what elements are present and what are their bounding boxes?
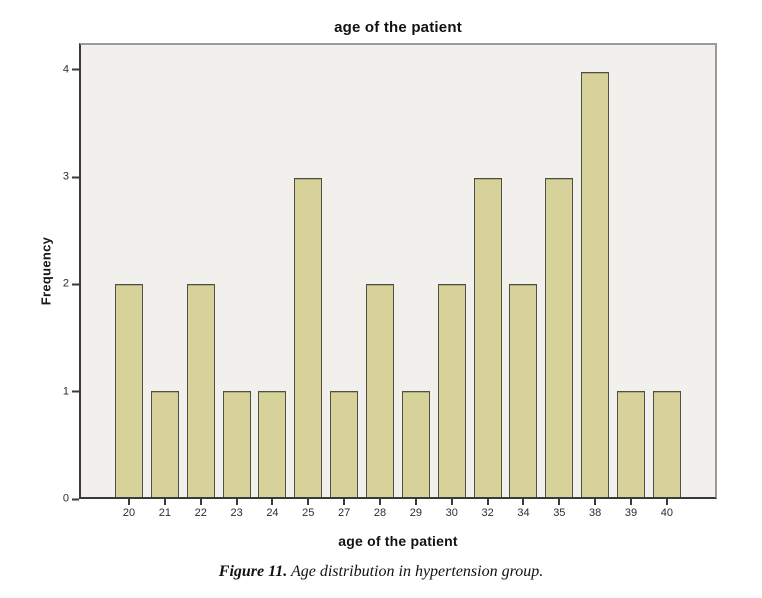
x-tick-mark xyxy=(379,499,382,505)
caption-label: Figure 11. xyxy=(218,563,288,580)
y-tick-label: 4 xyxy=(62,63,69,76)
bar-34 xyxy=(509,284,538,497)
y-tick-label: 1 xyxy=(62,385,69,398)
bar-35 xyxy=(545,177,574,497)
x-tick-mark xyxy=(307,499,310,505)
bar-28 xyxy=(366,284,395,497)
bar-30 xyxy=(437,284,466,497)
x-tick-label: 40 xyxy=(660,507,674,519)
x-tick-label: 35 xyxy=(553,507,566,519)
x-tick-22: 22 xyxy=(187,499,215,519)
x-tick-mark xyxy=(665,499,668,505)
x-tick-label: 32 xyxy=(481,507,494,519)
y-tick-3: 3 xyxy=(62,170,79,183)
x-tick-label: 22 xyxy=(194,507,207,519)
y-tick-mark xyxy=(72,498,79,500)
y-tick-0: 0 xyxy=(62,492,79,505)
y-axis: 0 1 2 3 4 xyxy=(40,43,79,504)
x-tick-mark xyxy=(271,499,274,505)
bar-40 xyxy=(652,390,681,497)
x-tick-label: 39 xyxy=(624,507,638,519)
x-tick-30: 30 xyxy=(438,499,466,519)
x-tick-25: 25 xyxy=(294,499,322,519)
x-tick-23: 23 xyxy=(223,499,251,519)
x-tick-21: 21 xyxy=(151,499,179,519)
bar-32 xyxy=(473,177,502,497)
y-tick-mark xyxy=(72,283,79,286)
x-tick-40: 40 xyxy=(653,499,681,519)
x-tick-mark xyxy=(486,499,489,505)
y-tick-mark xyxy=(72,390,79,393)
y-tick-1: 1 xyxy=(63,386,79,397)
y-tick-label: 3 xyxy=(62,170,69,183)
bar-38 xyxy=(581,71,610,497)
x-tick-32: 32 xyxy=(474,499,502,519)
chart-title: age of the patient xyxy=(334,19,462,36)
x-tick-mark xyxy=(594,499,597,505)
bar-27 xyxy=(330,390,359,497)
x-axis-label: age of the patient xyxy=(338,533,458,549)
caption-text: Age distribution in hypertension group. xyxy=(287,563,544,580)
y-tick-4: 4 xyxy=(63,64,79,75)
x-tick-mark xyxy=(450,499,453,505)
x-tick-mark xyxy=(414,499,417,505)
x-tick-mark xyxy=(343,499,346,505)
bar-24 xyxy=(258,390,287,497)
y-tick-2: 2 xyxy=(62,277,79,290)
x-axis: 20 21 22 23 24 25 27 28 29 30 32 34 35 38 39 40 xyxy=(79,499,717,519)
y-tick-mark xyxy=(72,68,79,71)
x-tick-24: 24 xyxy=(258,499,286,519)
x-tick-mark xyxy=(128,499,130,505)
bar-29 xyxy=(401,390,430,497)
x-tick-mark xyxy=(163,499,166,505)
y-tick-label: 2 xyxy=(62,277,69,290)
y-tick-mark xyxy=(72,176,79,179)
x-tick-label: 38 xyxy=(589,507,602,519)
bar-20 xyxy=(115,284,143,497)
x-tick-label: 34 xyxy=(517,507,530,519)
figure-caption: Figure 11. Age distribution in hypertens… xyxy=(0,563,762,581)
x-tick-27: 27 xyxy=(330,499,358,519)
x-tick-label: 25 xyxy=(302,507,315,519)
bar-23 xyxy=(222,390,251,497)
x-tick-38: 38 xyxy=(581,499,609,519)
bar-21 xyxy=(150,390,179,497)
y-tick-label: 0 xyxy=(62,492,69,505)
x-tick-39: 39 xyxy=(617,499,645,519)
bar-22 xyxy=(186,284,215,497)
x-tick-label: 24 xyxy=(266,507,279,519)
x-tick-label: 30 xyxy=(445,507,458,519)
x-tick-label: 27 xyxy=(338,507,351,519)
x-tick-34: 34 xyxy=(509,499,537,519)
bar-39 xyxy=(617,390,646,497)
x-tick-29: 29 xyxy=(402,499,430,519)
x-tick-label: 28 xyxy=(373,507,387,519)
x-tick-mark xyxy=(630,499,633,505)
x-tick-label: 23 xyxy=(230,507,243,519)
x-tick-label: 21 xyxy=(158,507,171,519)
x-tick-mark xyxy=(199,499,202,505)
x-tick-35: 35 xyxy=(545,499,573,519)
x-tick-mark xyxy=(235,499,238,505)
x-tick-label: 29 xyxy=(409,507,422,519)
x-tick-mark xyxy=(558,499,561,505)
x-tick-20: 20 xyxy=(115,499,143,519)
plot-area xyxy=(79,43,717,499)
x-tick-mark xyxy=(522,499,525,505)
bar-25 xyxy=(294,177,323,497)
x-tick-label: 20 xyxy=(122,507,136,519)
x-tick-28: 28 xyxy=(366,499,394,519)
